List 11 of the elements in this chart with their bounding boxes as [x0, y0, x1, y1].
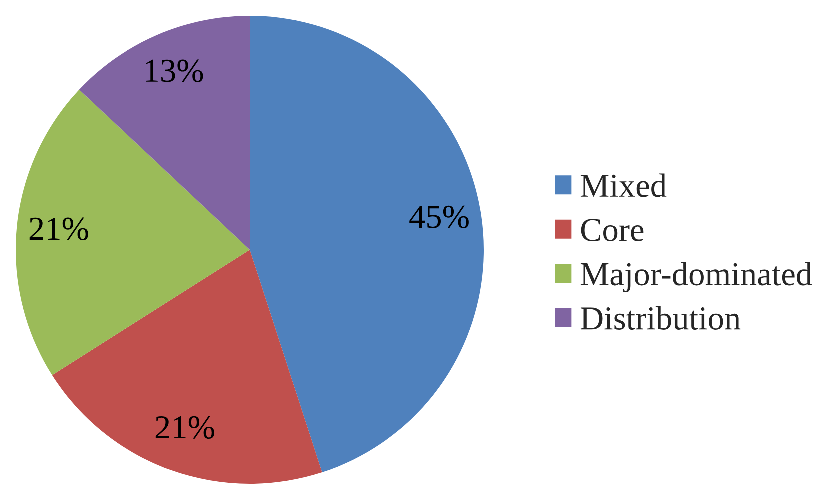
legend-label: Distribution — [580, 306, 741, 330]
data-label: 13% — [146, 60, 204, 82]
legend-label: Mixed — [580, 174, 667, 198]
pie-slice — [16, 90, 250, 376]
pie-slice — [250, 16, 484, 473]
legend-label: Core — [581, 219, 644, 242]
data-label: 45% — [410, 206, 469, 228]
data-label: 21% — [30, 218, 88, 240]
legend-label: Major-dominated — [580, 262, 812, 292]
pie-slice — [52, 250, 322, 484]
data-label: 21% — [156, 416, 214, 439]
